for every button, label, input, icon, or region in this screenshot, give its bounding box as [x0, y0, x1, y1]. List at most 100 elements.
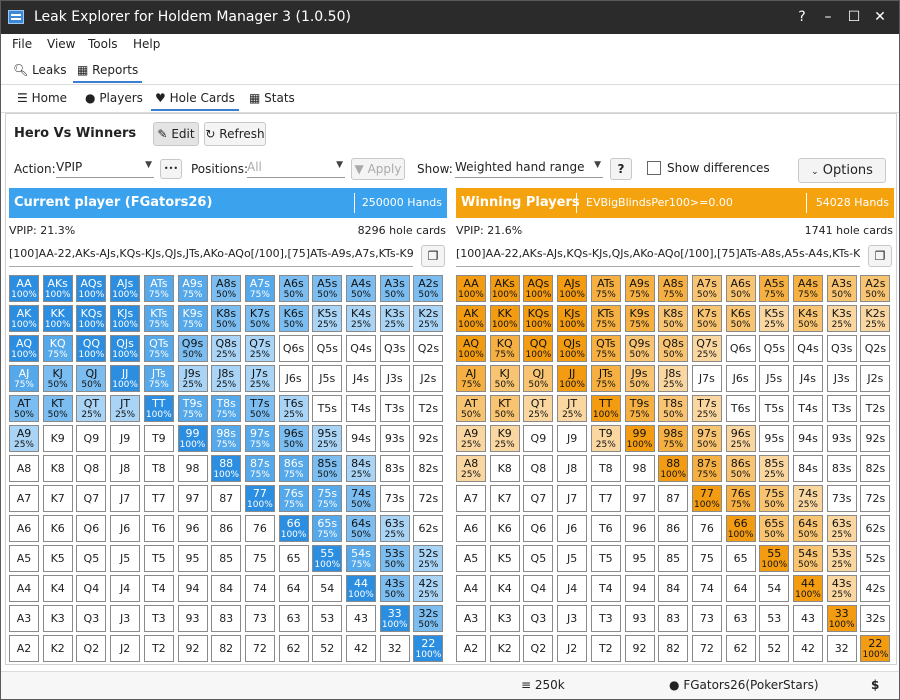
hand-cell-j7s[interactable]: J7s 25% [244, 365, 275, 392]
show-differences-checkbox[interactable] [647, 161, 661, 175]
hand-cell-83s[interactable]: 83s [826, 455, 857, 482]
hand-cell-74o[interactable]: 74 [691, 575, 722, 602]
hand-cell-a6o[interactable]: A6 [9, 515, 39, 542]
hand-cell-86o[interactable]: 86 [658, 515, 689, 542]
hand-cell-53s[interactable]: 53s 50% [379, 545, 410, 572]
hand-cell-kjs[interactable]: KJs 100% [110, 305, 141, 332]
hand-cell-q7o[interactable]: Q7 [76, 485, 107, 512]
hand-cell-t2s[interactable]: T2s [860, 395, 891, 422]
hand-cell-t3s[interactable]: T3s [379, 395, 410, 422]
hand-cell-63o[interactable]: 63 [725, 605, 756, 632]
hand-cell-k3o[interactable]: K3 [489, 605, 520, 632]
hand-cell-32o[interactable]: 32 [379, 635, 410, 662]
hand-cell-92o[interactable]: 92 [177, 635, 208, 662]
hand-cell-a8s[interactable]: A8s 75% [658, 275, 689, 302]
hand-cell-q9s[interactable]: Q9s 50% [177, 335, 208, 362]
hand-cell-j8s[interactable]: J8s 25% [658, 365, 689, 392]
hand-cell-32o[interactable]: 32 [826, 635, 857, 662]
hand-cell-65o[interactable]: 65 [725, 545, 756, 572]
hand-cell-a8o[interactable]: A8 [9, 455, 39, 482]
hand-cell-62o[interactable]: 62 [278, 635, 309, 662]
hand-cell-kqs[interactable]: KQs 100% [76, 305, 107, 332]
hand-cell-88[interactable]: 88 100% [211, 455, 242, 482]
hand-cell-j5o[interactable]: J5 [110, 545, 141, 572]
hand-cell-52o[interactable]: 52 [759, 635, 790, 662]
hand-cell-kto[interactable]: KT 50% [42, 395, 73, 422]
hand-cell-t3s[interactable]: T3s [826, 395, 857, 422]
hand-cell-83s[interactable]: 83s [379, 455, 410, 482]
hand-cell-q3s[interactable]: Q3s [826, 335, 857, 362]
current-player-range[interactable]: [100]AA-22,AKs-AJs,KQs-KJs,QJs,JTs,AKo-A… [9, 247, 413, 267]
hand-cell-74s[interactable]: 74s 50% [346, 485, 376, 512]
hand-cell-76o[interactable]: 76 [244, 515, 275, 542]
hand-cell-84s[interactable]: 84s [793, 455, 823, 482]
hand-cell-q6o[interactable]: Q6 [523, 515, 554, 542]
hand-cell-k9s[interactable]: K9s 75% [177, 305, 208, 332]
hand-cell-t5s[interactable]: T5s [759, 395, 790, 422]
hand-cell-98o[interactable]: 98 [177, 455, 208, 482]
hand-cell-a4o[interactable]: A4 [9, 575, 39, 602]
hand-cell-82s[interactable]: 82s [860, 455, 891, 482]
hand-cell-q6o[interactable]: Q6 [76, 515, 107, 542]
hand-cell-q2s[interactable]: Q2s [860, 335, 891, 362]
hand-cell-82s[interactable]: 82s [413, 455, 444, 482]
hand-cell-ats[interactable]: ATs 75% [590, 275, 621, 302]
hand-cell-t3o[interactable]: T3 [590, 605, 621, 632]
hand-cell-93s[interactable]: 93s [379, 425, 410, 452]
hand-cell-74s[interactable]: 74s 25% [793, 485, 823, 512]
hand-cell-kqs[interactable]: KQs 100% [523, 305, 554, 332]
hand-cell-a4o[interactable]: A4 [456, 575, 486, 602]
hand-cell-93o[interactable]: 93 [624, 605, 655, 632]
hand-cell-98o[interactable]: 98 [624, 455, 655, 482]
hand-cell-53o[interactable]: 53 [759, 605, 790, 632]
hand-cell-aa[interactable]: AA 100% [456, 275, 486, 302]
hand-cell-64s[interactable]: 64s 50% [346, 515, 376, 542]
hand-cell-53o[interactable]: 53 [312, 605, 343, 632]
hand-cell-54o[interactable]: 54 [759, 575, 790, 602]
hand-cell-aks[interactable]: AKs 100% [489, 275, 520, 302]
hand-cell-j9o[interactable]: J9 [110, 425, 141, 452]
hand-cell-a4s[interactable]: A4s 75% [793, 275, 823, 302]
hand-cell-jts[interactable]: JTs 75% [143, 365, 174, 392]
hand-cell-84o[interactable]: 84 [211, 575, 242, 602]
hand-cell-94o[interactable]: 94 [624, 575, 655, 602]
hand-cell-99[interactable]: 99 100% [624, 425, 655, 452]
hand-cell-a3o[interactable]: A3 [9, 605, 39, 632]
hand-cell-q7s[interactable]: Q7s 25% [244, 335, 275, 362]
hand-cell-62s[interactable]: 62s [860, 515, 891, 542]
edit-button[interactable]: ✎ Edit [153, 122, 199, 146]
hand-cell-k4o[interactable]: K4 [489, 575, 520, 602]
hand-cell-aks[interactable]: AKs 100% [42, 275, 73, 302]
hand-cell-t8s[interactable]: T8s 50% [658, 395, 689, 422]
close-button[interactable]: ✕ [874, 9, 886, 25]
hand-cell-a9s[interactable]: A9s 75% [177, 275, 208, 302]
hand-cell-k6o[interactable]: K6 [489, 515, 520, 542]
hand-cell-a4s[interactable]: A4s 50% [346, 275, 376, 302]
hand-cell-ajs[interactable]: AJs 100% [110, 275, 141, 302]
hand-cell-86s[interactable]: 86s 50% [725, 455, 756, 482]
hand-cell-k2o[interactable]: K2 [42, 635, 73, 662]
hand-cell-kjo[interactable]: KJ 50% [489, 365, 520, 392]
tab-stats[interactable]: ▦ Stats [249, 91, 295, 105]
hand-cell-jj[interactable]: JJ 100% [110, 365, 141, 392]
hand-cell-95s[interactable]: 95s [759, 425, 790, 452]
hand-cell-a9o[interactable]: A9 25% [9, 425, 39, 452]
hand-cell-qts[interactable]: QTs 75% [143, 335, 174, 362]
hand-cell-66[interactable]: 66 100% [725, 515, 756, 542]
hand-cell-95o[interactable]: 95 [177, 545, 208, 572]
hand-cell-72s[interactable]: 72s [413, 485, 444, 512]
hand-cell-92s[interactable]: 92s [860, 425, 891, 452]
hand-cell-t5o[interactable]: T5 [143, 545, 174, 572]
hand-cell-k2s[interactable]: K2s 25% [860, 305, 891, 332]
hand-cell-86o[interactable]: 86 [211, 515, 242, 542]
hand-cell-j2o[interactable]: J2 [110, 635, 141, 662]
hand-cell-j4o[interactable]: J4 [557, 575, 588, 602]
hand-cell-76s[interactable]: 76s 75% [725, 485, 756, 512]
hand-cell-j5s[interactable]: J5s [312, 365, 343, 392]
hand-cell-t2s[interactable]: T2s [413, 395, 444, 422]
hand-cell-96s[interactable]: 96s 50% [278, 425, 309, 452]
hand-cell-q4s[interactable]: Q4s [346, 335, 376, 362]
hand-cell-a7s[interactable]: A7s 50% [691, 275, 722, 302]
hand-cell-a7o[interactable]: A7 [9, 485, 39, 512]
hand-cell-t6o[interactable]: T6 [590, 515, 621, 542]
